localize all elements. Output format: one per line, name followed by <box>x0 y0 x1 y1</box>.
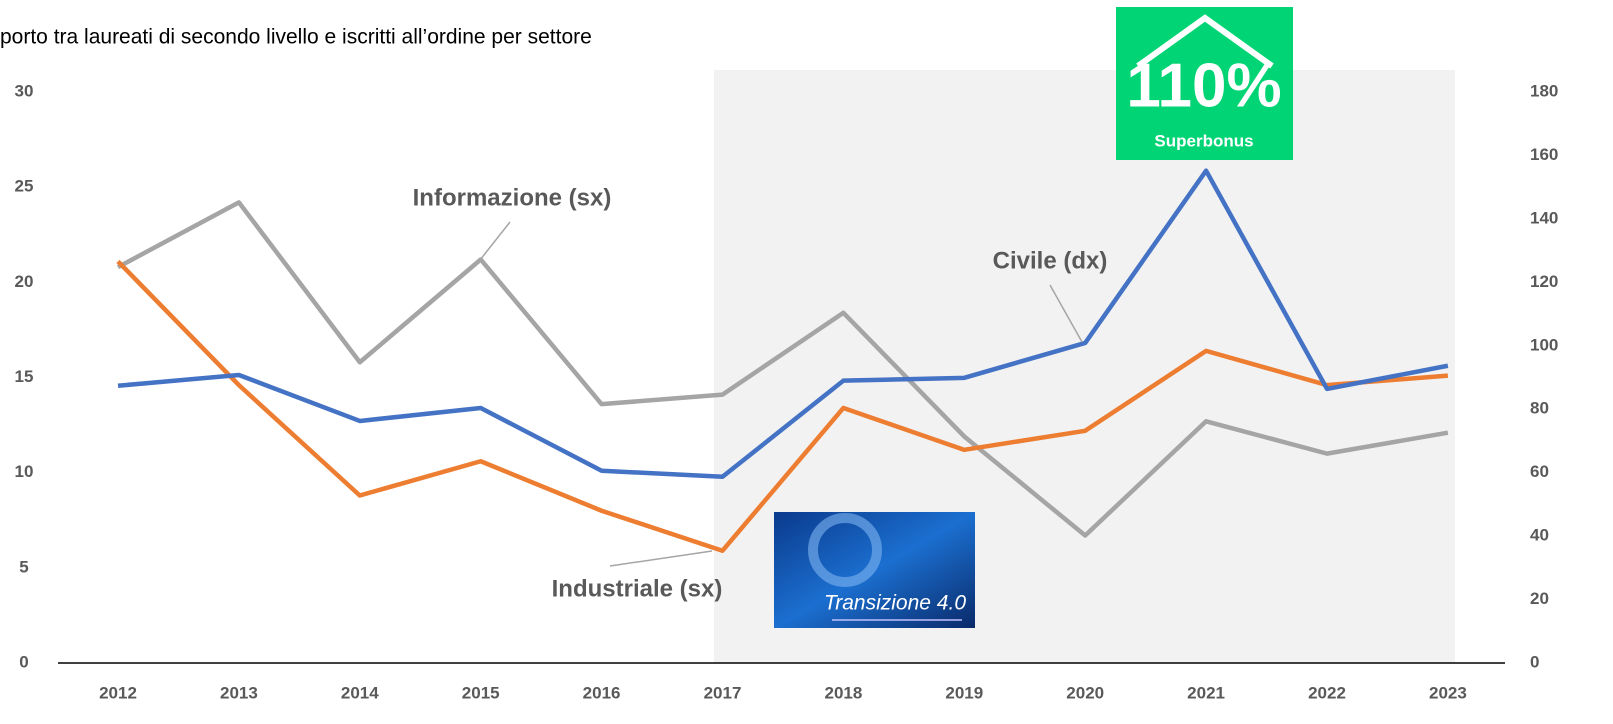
x-tick-label: 2017 <box>704 683 742 702</box>
y2-tick-label: 140 <box>1530 208 1558 227</box>
x-tick-label: 2020 <box>1066 683 1104 702</box>
y2-tick-label: 120 <box>1530 272 1558 291</box>
chart-title: porto tra laureati di secondo livello e … <box>0 26 592 49</box>
y-tick-label: 5 <box>19 557 28 576</box>
x-tick-label: 2014 <box>341 683 379 702</box>
y2-tick-label: 180 <box>1530 81 1558 100</box>
x-tick-label: 2015 <box>462 683 500 702</box>
y-tick-label: 0 <box>19 652 28 671</box>
y2-tick-label: 20 <box>1530 589 1549 608</box>
badge-main: 110% <box>1126 51 1281 120</box>
y2-tick-label: 100 <box>1530 335 1558 354</box>
x-tick-label: 2018 <box>824 683 862 702</box>
series-annotation: Civile (dx) <box>993 247 1108 274</box>
y2-tick-label: 40 <box>1530 526 1549 545</box>
transizione-image: Transizione 4.0 <box>774 512 975 628</box>
house-icon <box>1136 14 1274 69</box>
series-line <box>116 259 1449 553</box>
superbonus-badge: 110% Superbonus <box>1116 7 1293 160</box>
x-tick-label: 2023 <box>1429 683 1467 702</box>
x-tick-label: 2012 <box>99 683 137 702</box>
x-tick-label: 2021 <box>1187 683 1225 702</box>
annotation-leader <box>479 221 511 261</box>
badge-caption: Superbonus <box>1154 131 1253 150</box>
annotation-leader <box>1049 284 1083 343</box>
badge-bg <box>1116 7 1293 160</box>
y-tick-label: 25 <box>15 177 34 196</box>
series-annotation: Industriale (sx) <box>552 575 723 602</box>
series-annotation: Informazione (sx) <box>413 184 612 211</box>
series-line <box>117 168 1449 480</box>
image-deco <box>808 513 882 587</box>
annotation-leader <box>609 550 713 567</box>
x-tick-label: 2013 <box>220 683 258 702</box>
y2-tick-label: 160 <box>1530 145 1558 164</box>
x-tick-label: 2016 <box>583 683 621 702</box>
series-line <box>116 200 1449 538</box>
y2-tick-label: 0 <box>1530 652 1539 671</box>
y2-tick-label: 80 <box>1530 399 1549 418</box>
y-tick-label: 20 <box>15 272 34 291</box>
y-tick-label: 10 <box>15 462 34 481</box>
y-tick-label: 15 <box>15 367 34 386</box>
x-tick-label: 2019 <box>945 683 983 702</box>
x-tick-label: 2022 <box>1308 683 1346 702</box>
image-caption: Transizione 4.0 <box>824 592 966 615</box>
y-tick-label: 30 <box>15 81 34 100</box>
y2-tick-label: 60 <box>1530 462 1549 481</box>
